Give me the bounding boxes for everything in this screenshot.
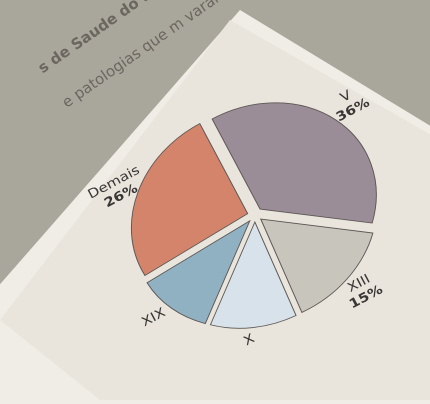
pie-slice	[259, 218, 374, 314]
pie-slice	[211, 102, 377, 224]
pie-slice	[130, 122, 249, 277]
pie-slice	[209, 220, 297, 329]
pie-slice	[146, 219, 251, 325]
